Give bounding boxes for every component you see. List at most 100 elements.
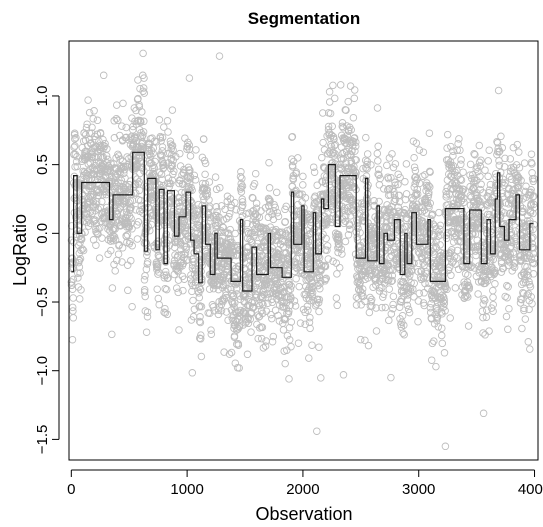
data-point: [255, 301, 264, 310]
data-point: [439, 293, 448, 302]
data-point: [264, 294, 272, 302]
data-point: [388, 150, 396, 158]
data-point: [485, 210, 494, 219]
data-point: [307, 218, 315, 226]
data-point: [510, 263, 519, 272]
data-point: [197, 267, 205, 276]
data-point: [480, 295, 488, 303]
data-point: [347, 196, 355, 205]
data-point: [157, 170, 166, 179]
data-point: [351, 167, 360, 176]
data-point: [312, 265, 320, 273]
data-point: [225, 212, 233, 221]
data-point: [235, 322, 244, 331]
data-point: [72, 134, 80, 142]
data-point: [111, 179, 119, 187]
plot-frame: [68, 40, 539, 461]
data-point: [412, 191, 421, 199]
data-point: [95, 137, 103, 145]
data-point: [155, 300, 163, 309]
data-point: [292, 254, 301, 263]
data-point: [283, 331, 292, 340]
data-point: [530, 220, 538, 229]
data-point: [68, 335, 77, 344]
data-point: [296, 190, 304, 198]
data-point: [325, 98, 334, 106]
data-point: [428, 211, 436, 219]
data-point: [279, 298, 288, 307]
data-point: [419, 172, 427, 180]
data-point: [415, 289, 424, 298]
data-point: [153, 205, 161, 214]
data-point: [257, 223, 266, 231]
data-point: [436, 225, 444, 234]
data-point: [265, 207, 274, 216]
data-point: [274, 212, 283, 221]
data-point: [347, 126, 355, 134]
data-point: [238, 174, 246, 183]
data-point: [111, 235, 120, 244]
data-point: [142, 265, 151, 274]
data-point: [432, 362, 440, 371]
data-point: [477, 278, 486, 286]
data-point: [394, 180, 402, 189]
data-point: [128, 302, 136, 311]
data-point: [186, 152, 195, 160]
data-point: [330, 141, 339, 150]
data-point: [401, 205, 409, 214]
data-point: [139, 84, 148, 92]
data-point: [478, 217, 486, 225]
data-point: [389, 163, 398, 172]
data-point: [84, 199, 92, 208]
data-point: [175, 326, 183, 334]
data-point: [90, 107, 98, 115]
data-point: [67, 222, 76, 230]
data-point: [524, 248, 533, 256]
data-point: [451, 284, 460, 292]
data-point: [314, 298, 323, 307]
data-point: [78, 245, 87, 253]
data-point: [527, 150, 536, 158]
data-point: [326, 109, 335, 118]
data-point: [344, 97, 352, 106]
data-point: [329, 149, 338, 157]
data-point: [140, 288, 149, 296]
data-point: [272, 188, 281, 197]
data-point: [335, 263, 344, 272]
data-point: [180, 165, 188, 174]
data-point: [380, 185, 388, 193]
data-point: [190, 305, 199, 314]
data-point: [201, 159, 210, 168]
data-point: [101, 139, 109, 148]
data-point: [73, 162, 81, 171]
data-point: [530, 259, 538, 268]
data-point: [334, 244, 342, 252]
data-point: [503, 293, 511, 302]
data-point: [71, 150, 80, 159]
data-point: [476, 162, 484, 170]
outlier-point: [142, 328, 151, 336]
data-point: [249, 212, 258, 220]
data-point: [389, 292, 398, 301]
data-point: [242, 210, 250, 218]
data-point: [153, 285, 161, 293]
data-point: [455, 135, 463, 143]
data-point: [238, 182, 247, 190]
data-point: [158, 133, 167, 142]
data-point: [287, 282, 295, 290]
data-point: [201, 170, 209, 179]
data-point: [385, 154, 394, 162]
data-point: [227, 348, 236, 357]
data-point: [520, 306, 528, 315]
data-point: [159, 160, 168, 168]
data-point: [481, 279, 490, 287]
data-point: [418, 217, 427, 225]
data-point: [323, 246, 331, 254]
data-point: [360, 238, 368, 246]
data-point: [383, 201, 391, 209]
data-point: [374, 157, 382, 165]
data-point: [373, 104, 382, 112]
data-point: [274, 311, 282, 320]
data-point: [231, 229, 239, 238]
